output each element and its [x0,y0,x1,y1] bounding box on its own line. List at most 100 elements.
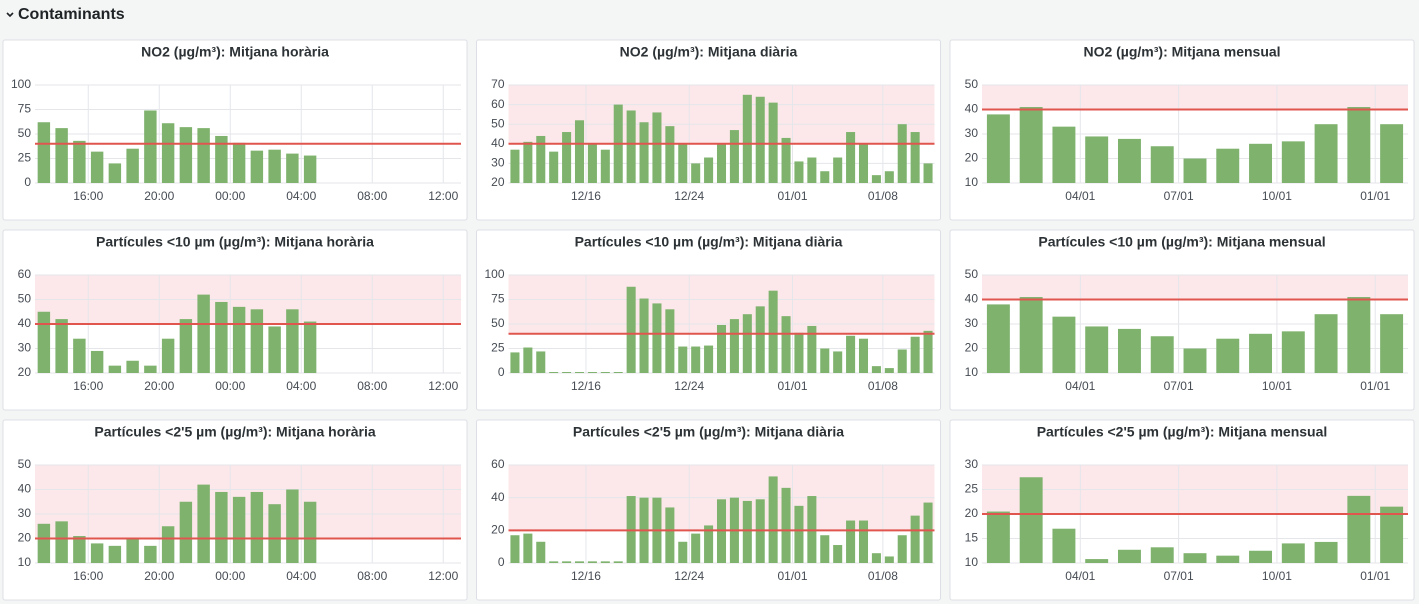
bar [716,324,727,373]
bar [910,515,920,563]
x-tick-label: 12:00 [428,379,458,393]
y-tick-label: 25 [965,482,979,496]
bar [303,321,317,373]
bar [1314,124,1338,183]
bar [1281,543,1305,563]
bar [781,487,791,563]
bar [286,153,299,183]
x-tick-label: 20:00 [144,189,174,203]
panel-title: Partícules <10 µm (µg/m³): Mitjana mensu… [1038,234,1325,250]
x-tick-label: 04/01 [1065,569,1095,583]
bar [55,319,68,373]
bar [1150,336,1174,373]
y-tick-label: 60 [491,97,505,111]
y-tick-label: 30 [965,457,979,471]
bar [652,303,662,373]
bar [1052,528,1076,563]
y-tick-label: 20 [18,531,32,545]
bar [1019,297,1043,373]
y-tick-label: 10 [18,555,32,569]
bar [858,143,869,183]
y-tick-label: 75 [491,292,505,306]
bar [665,309,675,373]
bar [691,163,701,183]
bar [729,130,739,183]
bar [587,372,597,373]
bar [1314,314,1338,373]
bar [871,175,881,183]
bar [833,545,843,563]
bar [232,306,246,373]
bar [897,535,907,563]
bar [986,304,1010,373]
y-tick-label: 20 [491,523,505,537]
y-tick-label: 20 [965,341,979,355]
bar [665,507,675,563]
x-tick-label: 07/01 [1164,189,1194,203]
y-tick-label: 20 [491,175,505,189]
bar [678,541,688,563]
bar [55,521,68,563]
x-tick-label: 01/01 [777,569,807,583]
bar [536,351,546,373]
bar [574,120,585,183]
bar [73,536,86,563]
bar [884,556,894,563]
bar [600,372,610,373]
bar [574,372,585,373]
bar [1380,314,1404,373]
bar [897,124,907,183]
bar [126,148,139,183]
panel-title: Partícules <2'5 µm (µg/m³): Mitjana mens… [1037,424,1328,440]
bar [1085,136,1109,183]
panel-title: Partícules <2'5 µm (µg/m³): Mitjana horà… [94,424,375,440]
x-tick-label: 01/01 [777,189,807,203]
y-tick-label: 30 [491,156,505,170]
bar [871,553,881,563]
bar [858,338,869,373]
bar [691,533,701,563]
bar [1183,158,1207,183]
bar [1019,107,1043,183]
bar [144,545,157,563]
y-tick-label: 50 [965,77,979,91]
y-tick-label: 75 [18,102,32,116]
bar [781,137,791,183]
bar [549,151,559,183]
bar [197,294,210,373]
y-tick-label: 0 [24,175,31,189]
bar [179,501,193,563]
bar [846,132,856,183]
bar [884,171,894,183]
bar [742,94,752,183]
bar [161,338,175,373]
bar [587,561,597,563]
bar [1347,495,1371,563]
x-tick-label: 01/01 [1360,189,1390,203]
row-title[interactable]: Contaminants [18,6,125,23]
bar [1117,138,1141,183]
y-tick-label: 20 [965,506,979,520]
bar [144,365,157,373]
bar [704,345,714,373]
bar [161,123,175,183]
collapse-icon[interactable] [6,12,14,18]
bar [562,561,572,563]
bar [510,535,520,563]
y-tick-label: 100 [11,77,31,91]
bar [37,122,51,183]
x-tick-label: 01/01 [1360,569,1390,583]
y-tick-label: 50 [491,316,505,330]
bar [742,500,752,563]
bar [910,336,920,373]
panel-title: Partícules <10 µm (µg/m³): Mitjana horàr… [96,234,374,250]
bar [161,526,175,563]
bar [549,561,559,563]
y-tick-label: 30 [965,316,979,330]
bar [250,150,264,183]
bar [820,171,830,183]
y-tick-label: 50 [18,292,32,306]
bar [268,326,281,373]
x-tick-label: 00:00 [215,379,245,393]
